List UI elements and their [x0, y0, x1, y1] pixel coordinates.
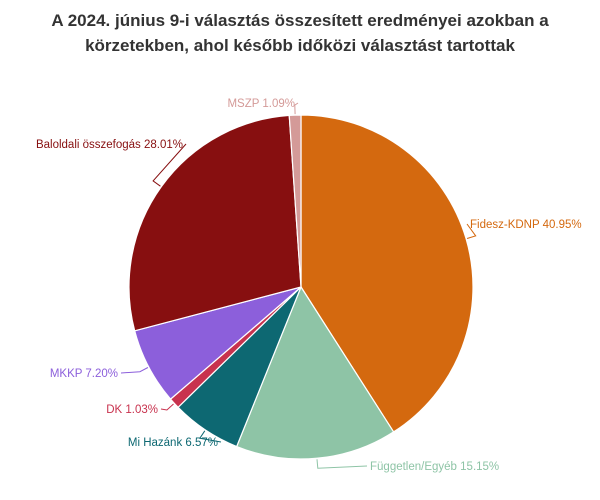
- slice-label-mi-hazank: Mi Hazánk 6.57%: [128, 437, 218, 449]
- leader-line-dk: [160, 403, 174, 411]
- slice-label-fidesz-kdnp: Fidesz-KDNP 40.95%: [470, 219, 582, 231]
- leader-line-mszp: [294, 102, 299, 115]
- leader-line-mi-hazank: [198, 430, 222, 443]
- leader-line-fuggetlen-egyeb: [316, 459, 368, 469]
- leader-line-baloldali-osszefogas: [152, 143, 187, 187]
- slice-label-mkkp: MKKP 7.20%: [50, 368, 118, 380]
- chart-title-line-1: A 2024. június 9-i választás összesített…: [51, 11, 549, 30]
- slice-fuggetlen-egyeb: [236, 286, 395, 460]
- slice-fidesz-kdnp: [300, 114, 474, 433]
- slice-label-mszp: MSZP 1.09%: [227, 98, 295, 110]
- slice-label-baloldali-osszefogas: Baloldali összefogás 28.01%: [36, 139, 183, 151]
- pie-leader-lines: [120, 102, 477, 469]
- slice-label-fuggetlen-egyeb: Független/Egyéb 15.15%: [370, 461, 499, 473]
- leader-line-mkkp: [120, 367, 149, 374]
- slice-baloldali-osszefogas: [128, 114, 302, 332]
- slice-label-dk: DK 1.03%: [106, 404, 158, 416]
- pie-slices: [128, 114, 474, 460]
- chart-title-line-2: körzetekben, ahol később időközi választ…: [85, 36, 515, 55]
- pie-labels: Fidesz-KDNP 40.95% Független/Egyéb 15.15…: [36, 98, 582, 473]
- chart-title: A 2024. június 9-i választás összesített…: [20, 8, 580, 58]
- slice-mszp: [288, 114, 302, 288]
- leader-line-fidesz-kdnp: [466, 223, 477, 239]
